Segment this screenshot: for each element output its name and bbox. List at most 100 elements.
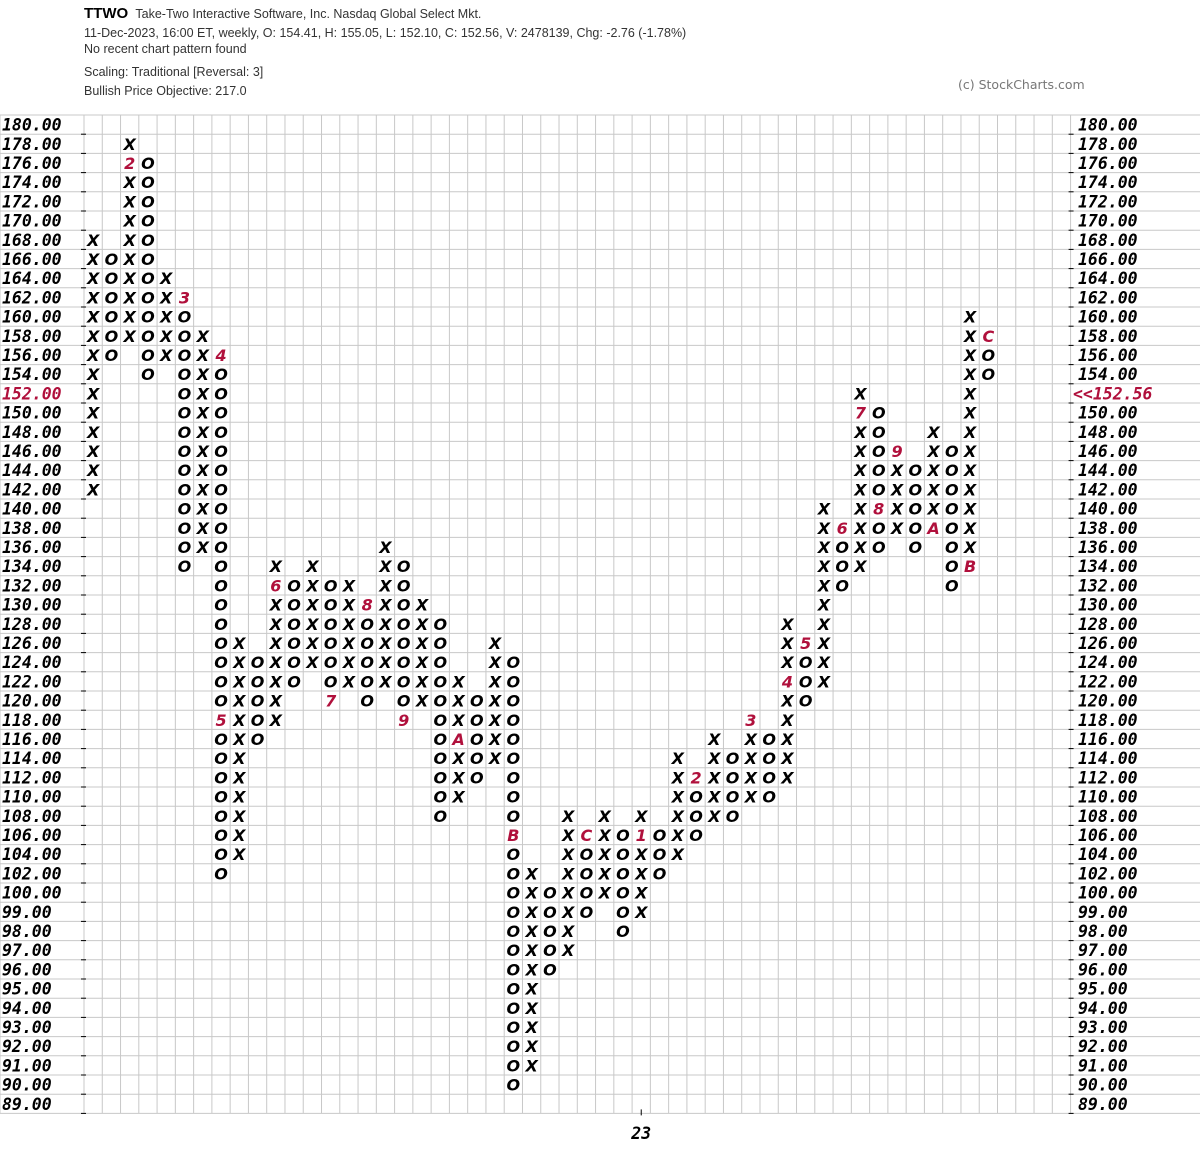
x-box: X	[598, 884, 612, 903]
x-box: X	[561, 922, 575, 941]
o-box: O	[178, 480, 192, 499]
o-box: O	[835, 557, 849, 576]
o-box: O	[251, 692, 265, 711]
o-box: O	[616, 884, 630, 903]
x-box: X	[853, 423, 867, 442]
o-box: O	[507, 672, 521, 691]
o-box: O	[360, 672, 374, 691]
o-box: O	[214, 788, 228, 807]
o-box: O	[945, 461, 959, 480]
o-box: O	[360, 653, 374, 672]
y-tick-label-right: 130.00	[1078, 596, 1138, 615]
y-tick-label-right: 102.00	[1078, 864, 1138, 883]
o-box: O	[324, 634, 338, 653]
y-tick-label-left: 91.00	[2, 1056, 52, 1075]
o-box: O	[214, 672, 228, 691]
x-box: X	[415, 615, 429, 634]
o-box: O	[433, 749, 447, 768]
o-box: O	[507, 768, 521, 787]
y-tick-label-left: 170.00	[2, 212, 62, 231]
y-tick-label-right: 168.00	[1078, 231, 1138, 250]
y-tick-label-right: 89.00	[1078, 1095, 1128, 1114]
x-box: X	[963, 461, 977, 480]
x-box: X	[524, 1056, 538, 1075]
o-box: O	[470, 749, 484, 768]
y-tick-label-right: 172.00	[1078, 192, 1138, 211]
x-box: X	[196, 346, 210, 365]
y-tick-label-right: 128.00	[1078, 615, 1138, 634]
o-box: O	[397, 672, 411, 691]
y-tick-label-left: 158.00	[2, 327, 62, 346]
x-box: X	[123, 135, 137, 154]
o-box: O	[982, 346, 996, 365]
o-box: O	[178, 327, 192, 346]
x-box: X	[196, 327, 210, 346]
o-box: O	[507, 692, 521, 711]
o-box: O	[762, 749, 776, 768]
x-box: X	[415, 672, 429, 691]
x-box: X	[963, 384, 977, 403]
y-tick-label-right: 90.00	[1078, 1076, 1128, 1095]
o-box: O	[799, 692, 813, 711]
o-box: O	[507, 711, 521, 730]
o-box: O	[799, 672, 813, 691]
x-box: X	[780, 634, 794, 653]
y-tick-label-right: 174.00	[1078, 173, 1138, 192]
x-box: X	[561, 941, 575, 960]
o-box: O	[762, 788, 776, 807]
y-tick-label-left: 154.00	[2, 365, 62, 384]
x-box: X	[232, 730, 246, 749]
y-tick-label-left: 90.00	[2, 1076, 52, 1095]
x-box: X	[451, 788, 465, 807]
x-box: X	[123, 231, 137, 250]
x-box: X	[123, 269, 137, 288]
x-box: X	[817, 672, 831, 691]
month-marker: 2	[124, 154, 135, 173]
x-box: X	[86, 442, 100, 461]
y-tick-label-left: 160.00	[2, 308, 62, 327]
o-box: O	[397, 557, 411, 576]
x-box: X	[598, 807, 612, 826]
x-box: X	[963, 308, 977, 327]
o-box: O	[872, 480, 886, 499]
y-tick-label-right: 116.00	[1078, 730, 1138, 749]
month-marker: 6	[837, 519, 848, 538]
x-box: X	[890, 500, 904, 519]
x-box: X	[305, 653, 319, 672]
x-box: X	[86, 480, 100, 499]
x-box: X	[196, 461, 210, 480]
x-box: X	[451, 749, 465, 768]
month-marker: 1	[636, 826, 647, 845]
y-tick-label-left: 166.00	[2, 250, 62, 269]
x-box: X	[853, 480, 867, 499]
o-box: O	[507, 999, 521, 1018]
x-box: X	[561, 864, 575, 883]
o-box: O	[105, 250, 119, 269]
o-box: O	[214, 557, 228, 576]
month-marker: 7	[325, 692, 337, 711]
x-box: X	[305, 557, 319, 576]
x-box: X	[561, 845, 575, 864]
y-tick-label-left: 98.00	[2, 922, 52, 941]
month-marker: A	[925, 519, 939, 538]
x-box: X	[671, 768, 685, 787]
o-box: O	[324, 672, 338, 691]
x-box: X	[159, 288, 173, 307]
x-box: X	[817, 634, 831, 653]
y-tick-label-left: 122.00	[2, 672, 62, 691]
o-box: O	[214, 442, 228, 461]
y-tick-label-left: 102.00	[2, 864, 62, 883]
y-tick-label-right: 138.00	[1078, 519, 1138, 538]
o-box: O	[214, 596, 228, 615]
y-tick-label-left: 92.00	[2, 1037, 52, 1056]
x-box: X	[86, 404, 100, 423]
o-box: O	[872, 404, 886, 423]
y-tick-label-right: 146.00	[1078, 442, 1138, 461]
o-box: O	[214, 423, 228, 442]
y-tick-label-left: 150.00	[2, 404, 62, 423]
o-box: O	[689, 826, 703, 845]
x-box: X	[232, 788, 246, 807]
x-box: X	[415, 692, 429, 711]
y-tick-label-right: 156.00	[1078, 346, 1138, 365]
